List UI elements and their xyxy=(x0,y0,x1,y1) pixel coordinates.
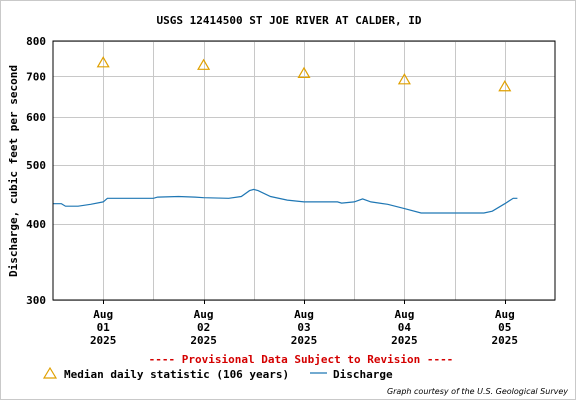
x-tick-label-05-day: 05 xyxy=(498,321,511,334)
x-axis-ticks: Aug012025Aug022025Aug032025Aug042025Aug0… xyxy=(90,300,518,347)
x-tick-label-05-year: 2025 xyxy=(492,334,519,347)
y-tick-label-600: 600 xyxy=(26,111,46,124)
x-tick-label-03-day: 03 xyxy=(297,321,310,334)
credit-text: Graph courtesy of the U.S. Geological Su… xyxy=(387,387,568,396)
y-tick-label-700: 700 xyxy=(26,70,46,83)
median-marker-08-01 xyxy=(96,56,110,68)
y-axis-label: Discharge, cubic feet per second xyxy=(7,65,20,277)
median-marker-08-02 xyxy=(197,58,211,70)
x-tick-label-03-year: 2025 xyxy=(291,334,318,347)
chart-title: USGS 12414500 ST JOE RIVER AT CALDER, ID xyxy=(157,14,422,27)
legend: Median daily statistic (106 years) Disch… xyxy=(42,366,393,381)
y-tick-label-400: 400 xyxy=(26,218,46,231)
series-layer xyxy=(53,56,518,214)
x-tick-label-04-month: Aug xyxy=(394,308,414,321)
legend-triangle-marker xyxy=(42,366,58,379)
x-tick-label-05-month: Aug xyxy=(495,308,515,321)
x-tick-label-02-year: 2025 xyxy=(190,334,217,347)
median-marker-08-05 xyxy=(498,80,512,92)
x-tick-label-01-month: Aug xyxy=(93,308,113,321)
y-tick-label-800: 800 xyxy=(26,35,46,48)
discharge-line xyxy=(53,188,518,214)
y-axis-ticks: 800 700 600 500 400 300 xyxy=(26,35,46,307)
y-tick-label-300: 300 xyxy=(26,294,46,307)
x-tick-label-01-year: 2025 xyxy=(90,334,117,347)
legend-median-label: Median daily statistic (106 years) xyxy=(64,368,289,381)
median-marker-08-03 xyxy=(297,66,311,78)
provisional-notice: ---- Provisional Data Subject to Revisio… xyxy=(149,353,454,366)
x-tick-label-02-day: 02 xyxy=(197,321,210,334)
x-tick-label-04-day: 04 xyxy=(398,321,412,334)
x-tick-label-04-year: 2025 xyxy=(391,334,418,347)
x-tick-label-01-day: 01 xyxy=(97,321,111,334)
median-marker-08-04 xyxy=(397,73,411,85)
y-tick-label-500: 500 xyxy=(26,159,46,172)
grid-lines xyxy=(53,41,555,301)
legend-discharge-label: Discharge xyxy=(333,368,393,381)
x-tick-label-02-month: Aug xyxy=(194,308,214,321)
x-tick-label-03-month: Aug xyxy=(294,308,314,321)
